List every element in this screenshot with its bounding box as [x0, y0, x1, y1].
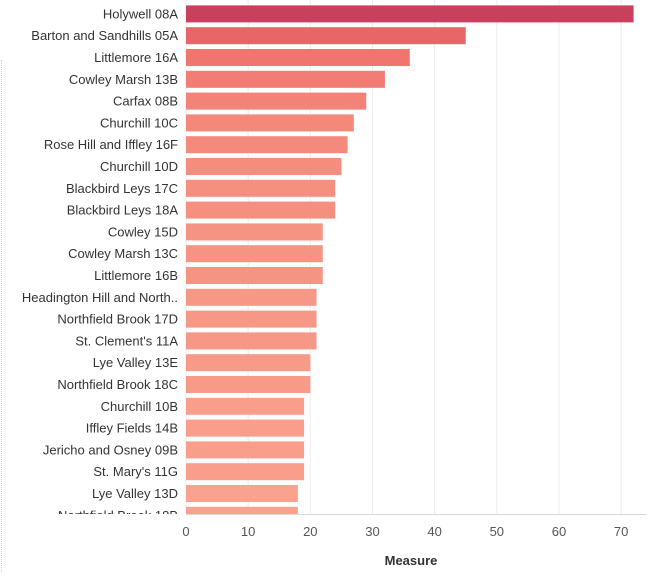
bar[interactable] [186, 49, 410, 66]
category-label: St. Mary's 11G [93, 464, 178, 479]
category-label: Barton and Sandhills 05A [31, 28, 178, 43]
category-label: Lye Valley 13E [93, 355, 179, 370]
bar[interactable] [186, 267, 323, 284]
category-label: Northfield Brook 18C [57, 377, 178, 392]
bar[interactable] [186, 201, 336, 219]
bar[interactable] [186, 354, 311, 372]
bar[interactable] [186, 288, 317, 306]
category-label: Cowley Marsh 13B [69, 72, 178, 87]
bar[interactable] [186, 419, 305, 437]
bar[interactable] [186, 397, 305, 415]
bar[interactable] [186, 310, 317, 328]
category-label: Littlemore 16A [94, 50, 178, 65]
x-axis-title: Measure [385, 553, 438, 568]
category-label: Jericho and Osney 09B [43, 442, 178, 457]
x-tick-label: 50 [490, 524, 504, 539]
x-tick-label: 30 [365, 524, 379, 539]
bars [186, 5, 634, 524]
bar[interactable] [186, 179, 336, 197]
category-label: Churchill 10C [100, 115, 178, 130]
bar[interactable] [186, 223, 323, 241]
x-axis-ticks: 0 10 20 30 40 50 60 70 [182, 524, 628, 539]
x-tick-label: 60 [552, 524, 566, 539]
bar[interactable] [186, 332, 317, 350]
x-tick-label: 0 [182, 524, 189, 539]
bar[interactable] [186, 506, 298, 524]
category-label: Northfield Brook 18B [58, 508, 178, 523]
category-label: Rose Hill and Iffley 16F [44, 137, 178, 152]
category-label: Churchill 10D [100, 159, 178, 174]
bar[interactable] [186, 70, 385, 88]
category-label: St. Clement's 11A [75, 333, 178, 348]
x-tick-label: 40 [427, 524, 441, 539]
bar[interactable] [186, 158, 342, 175]
category-label: Churchill 10B [101, 399, 178, 414]
bar[interactable] [186, 27, 466, 45]
bar[interactable] [186, 463, 305, 481]
category-label: Blackbird Leys 18A [67, 203, 179, 218]
x-tick-label: 20 [303, 524, 317, 539]
category-label: Holywell 08A [103, 6, 178, 21]
bar[interactable] [186, 485, 298, 502]
x-tick-label: 10 [241, 524, 255, 539]
x-tick-label: 70 [614, 524, 628, 539]
category-label: Littlemore 16B [94, 268, 178, 283]
category-label: Lye Valley 13D [92, 486, 178, 501]
category-labels: Holywell 08A Barton and Sandhills 05A Litt… [22, 6, 179, 523]
category-label: Blackbird Leys 17C [66, 181, 178, 196]
category-label: Carfax 08B [113, 94, 178, 109]
category-label: Northfield Brook 17D [57, 312, 178, 327]
bar[interactable] [186, 441, 305, 459]
bar[interactable] [186, 114, 354, 132]
category-label: Cowley 15D [108, 224, 178, 239]
category-label: Headington Hill and North.. [22, 290, 178, 305]
category-label: Iffley Fields 14B [86, 421, 178, 436]
bar[interactable] [186, 136, 348, 154]
bar[interactable] [186, 5, 634, 23]
bar[interactable] [186, 92, 367, 110]
category-label: Cowley Marsh 13C [68, 246, 178, 261]
bar[interactable] [186, 376, 311, 393]
bar[interactable] [186, 245, 323, 263]
scroll-edge-divider [1, 60, 2, 572]
